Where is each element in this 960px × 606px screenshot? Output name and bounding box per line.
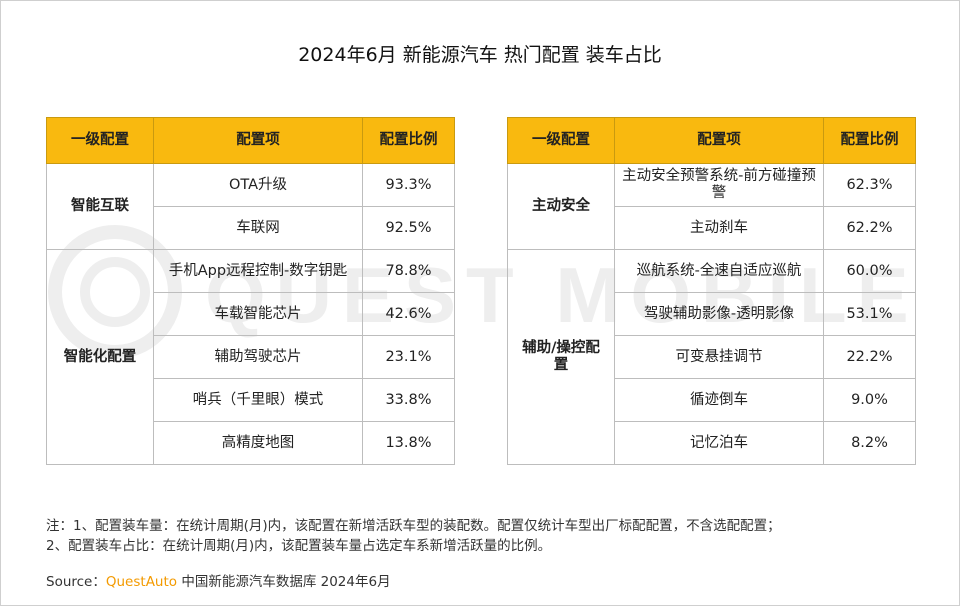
item-cell: 记忆泊车 [614,421,824,465]
table-row: 记忆泊车 8.2% [508,421,916,465]
category-cell: 主动安全 [507,163,615,250]
item-cell: 可变悬挂调节 [614,335,824,379]
category-cell: 辅助/操控配置 [507,249,615,465]
ratio-cell: 62.3% [823,163,916,207]
table-row: 高精度地图 13.8% [47,421,455,465]
source-brand: QuestAuto [105,574,178,590]
ratio-cell: 62.2% [823,206,916,250]
footnote-line: 2、配置装车占比：在统计周期(月)内，该配置装车量占选定车系新增活跃量的比例。 [46,538,552,554]
item-cell: 车载智能芯片 [153,292,363,336]
table-header-row: 一级配置 配置项 配置比例 [507,117,916,164]
item-cell: 手机App远程控制-数字钥匙 [153,249,363,293]
table-row: 智能化配置 手机App远程控制-数字钥匙 78.8% [46,249,455,465]
ratio-cell: 53.1% [823,292,916,336]
category-cell: 智能化配置 [46,249,154,465]
item-cell: 辅助驾驶芯片 [153,335,363,379]
source-text: 中国新能源汽车数据库 2024年6月 [177,574,391,590]
ratio-cell: 78.8% [362,249,455,293]
header-ratio: 配置比例 [362,117,455,164]
category-cell: 智能互联 [46,163,154,250]
item-cell: OTA升级 [153,163,363,207]
table-row: 辅助/操控配置 巡航系统-全速自适应巡航 60.0% [507,249,916,465]
ratio-cell: 13.8% [362,421,455,465]
source-label: Source： [46,574,106,590]
item-cell: 巡航系统-全速自适应巡航 [614,249,824,293]
item-cell: 高精度地图 [153,421,363,465]
table-row: 驾驶辅助影像-透明影像 53.1% [508,292,916,336]
ratio-cell: 33.8% [362,378,455,422]
footnote-line: 注：1、配置装车量：在统计周期(月)内，该配置在新增活跃车型的装配数。配置仅统计… [46,518,781,534]
item-cell: 主动刹车 [614,206,824,250]
ratio-cell: 42.6% [362,292,455,336]
source-line: Source：QuestAuto 中国新能源汽车数据库 2024年6月 [46,570,391,590]
header-item: 配置项 [614,117,824,164]
footnotes: 注：1、配置装车量：在统计周期(月)内，该配置在新增活跃车型的装配数。配置仅统计… [46,516,781,556]
item-cell: 循迹倒车 [614,378,824,422]
ratio-cell: 92.5% [362,206,455,250]
table-row: 车载智能芯片 42.6% [47,292,455,336]
page-title: 2024年6月 新能源汽车 热门配置 装车占比 [298,44,662,66]
ratio-cell: 23.1% [362,335,455,379]
right-config-table: 一级配置 配置项 配置比例 主动安全 主动安全预警系统-前方碰撞预警 62.3%… [507,117,916,465]
header-item: 配置项 [153,117,363,164]
table-row: 主动安全 主动安全预警系统-前方碰撞预警 62.3% [507,163,916,250]
left-config-table: 一级配置 配置项 配置比例 智能互联 OTA升级 93.3% 车联网 92.5%… [46,117,455,465]
ratio-cell: 22.2% [823,335,916,379]
item-cell: 哨兵（千里眼）模式 [153,378,363,422]
ratio-cell: 60.0% [823,249,916,293]
ratio-cell: 93.3% [362,163,455,207]
header-ratio: 配置比例 [823,117,916,164]
table-row: 哨兵（千里眼）模式 33.8% [47,378,455,422]
item-cell: 驾驶辅助影像-透明影像 [614,292,824,336]
header-category: 一级配置 [507,117,615,164]
ratio-cell: 8.2% [823,421,916,465]
item-cell: 车联网 [153,206,363,250]
table-row: 智能互联 OTA升级 93.3% [46,163,455,250]
table-row: 主动刹车 62.2% [508,206,916,250]
ratio-cell: 9.0% [823,378,916,422]
table-header-row: 一级配置 配置项 配置比例 [46,117,455,164]
table-row: 循迹倒车 9.0% [508,378,916,422]
item-cell: 主动安全预警系统-前方碰撞预警 [614,163,824,207]
header-category: 一级配置 [46,117,154,164]
